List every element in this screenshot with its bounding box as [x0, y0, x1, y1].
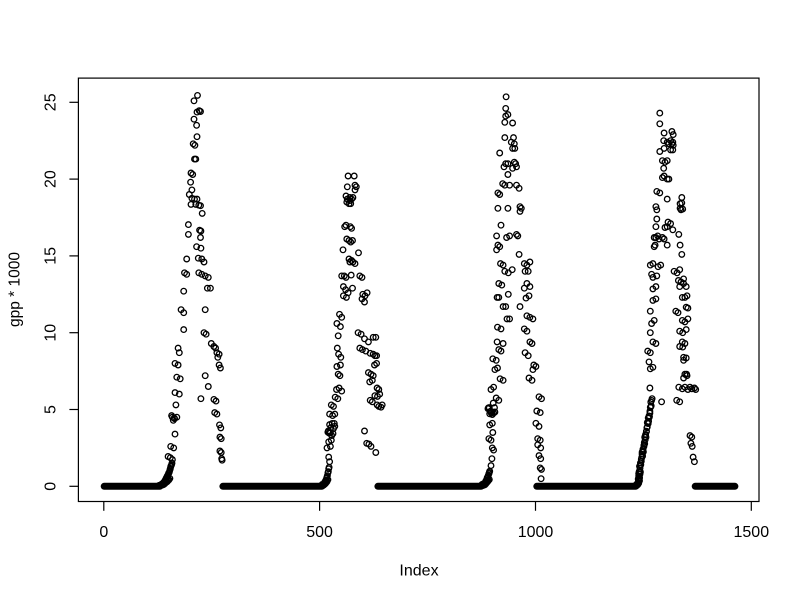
svg-text:0: 0 [99, 524, 108, 541]
svg-text:1500: 1500 [734, 524, 770, 541]
svg-text:5: 5 [43, 405, 60, 414]
svg-text:20: 20 [43, 170, 60, 188]
svg-text:10: 10 [43, 324, 60, 342]
svg-text:Index: Index [399, 563, 438, 580]
svg-text:15: 15 [43, 247, 60, 265]
svg-text:0: 0 [43, 482, 60, 491]
svg-text:25: 25 [43, 93, 60, 111]
svg-text:500: 500 [306, 524, 333, 541]
svg-text:1000: 1000 [518, 524, 554, 541]
svg-text:gpp * 1000: gpp * 1000 [7, 252, 24, 327]
